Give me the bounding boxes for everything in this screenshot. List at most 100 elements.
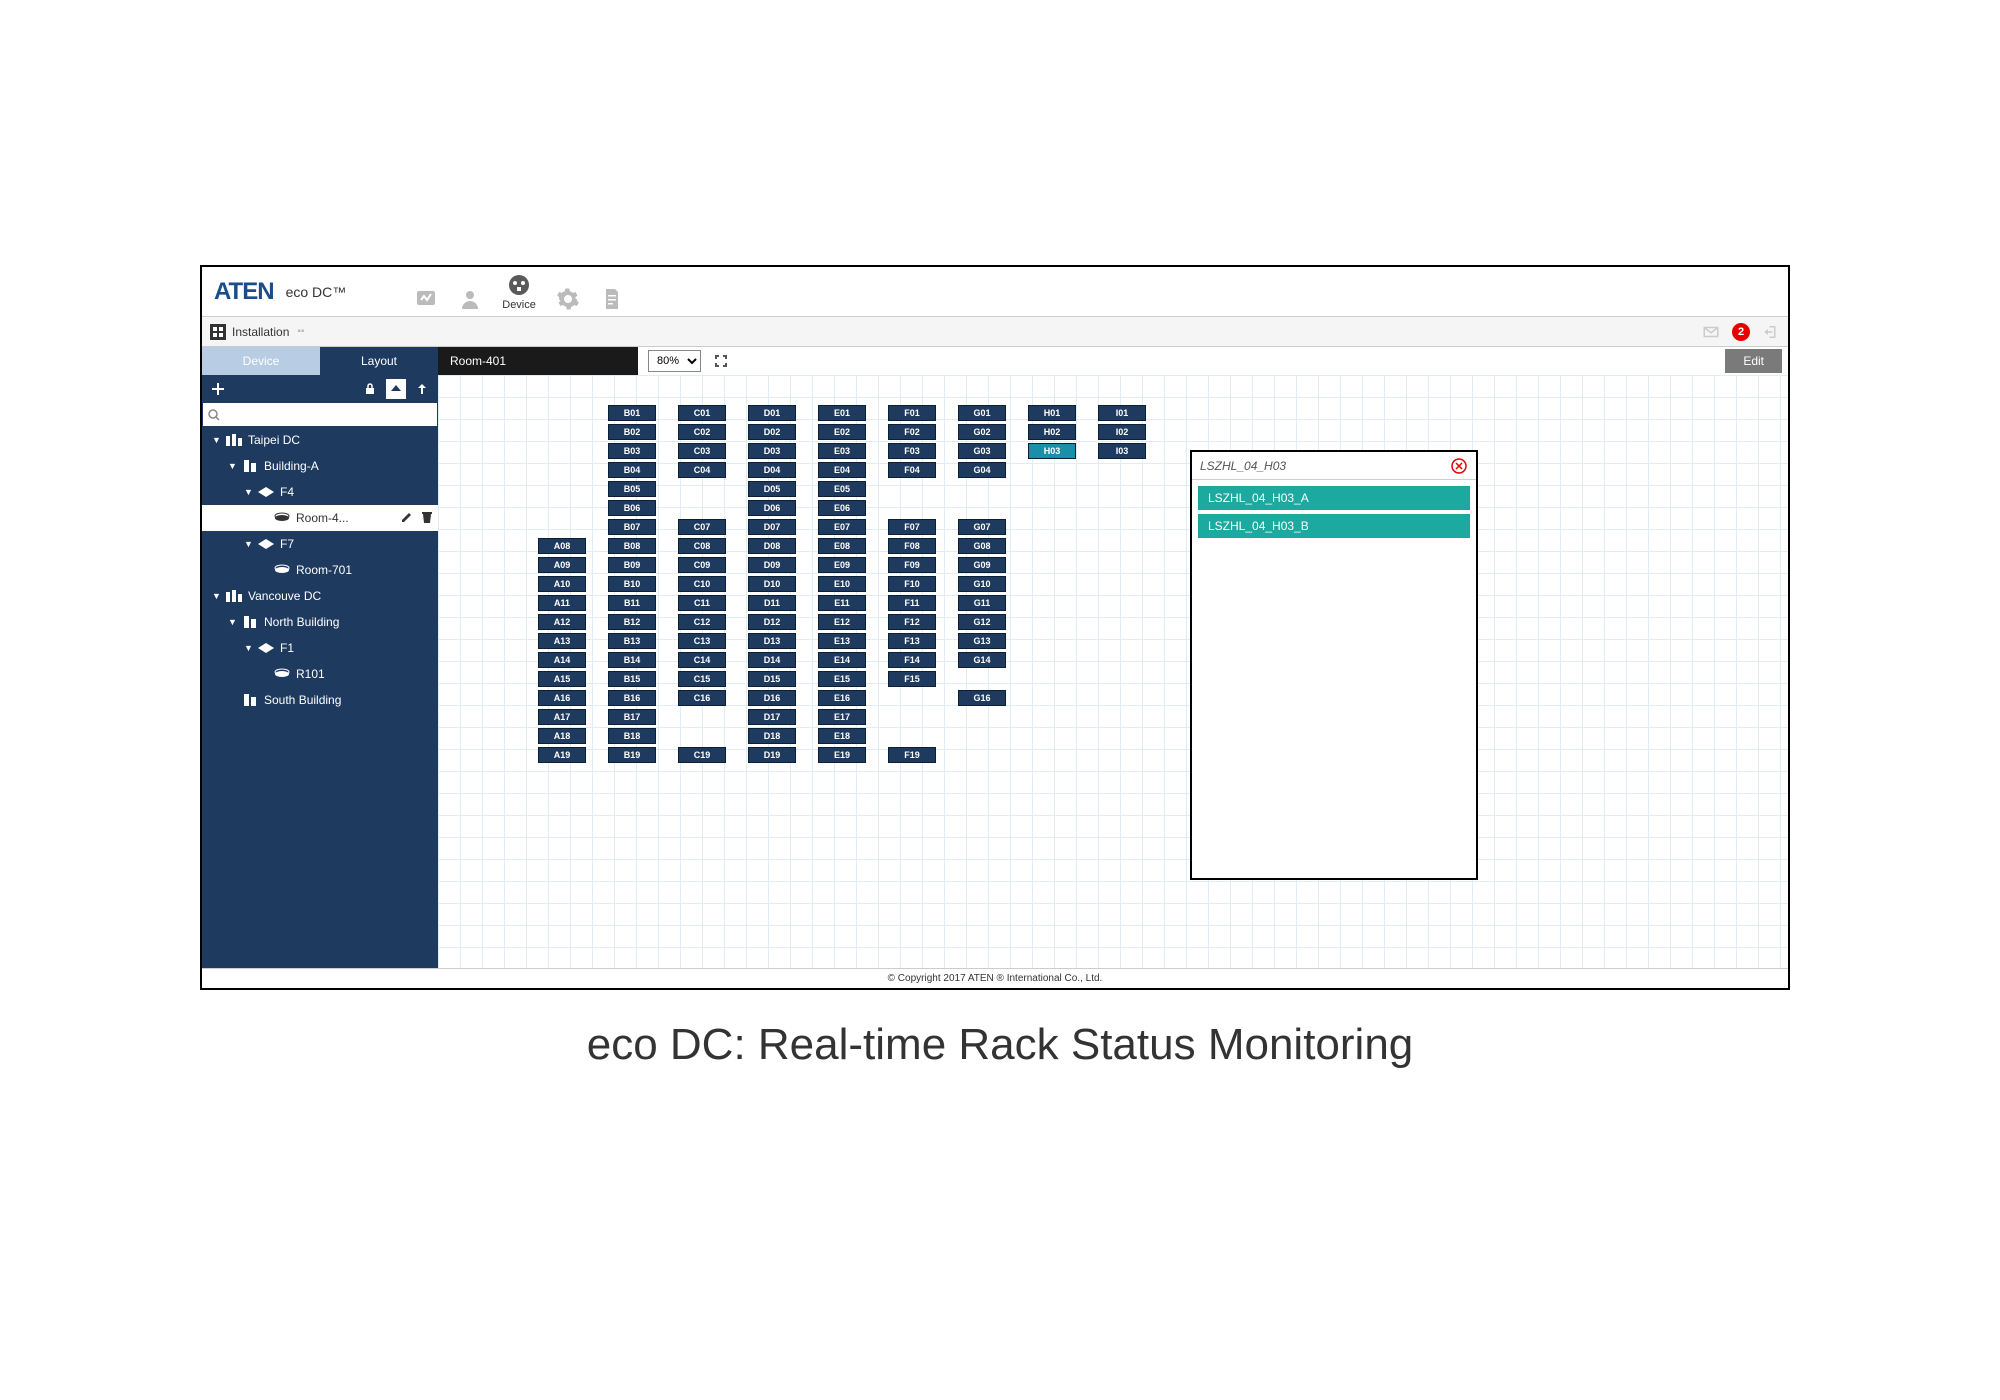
rack-G10[interactable]: G10: [958, 576, 1006, 592]
rack-F04[interactable]: F04: [888, 462, 936, 478]
tree-node[interactable]: ▼F1: [202, 635, 438, 661]
rack-C12[interactable]: C12: [678, 614, 726, 630]
rack-E18[interactable]: E18: [818, 728, 866, 744]
rack-B12[interactable]: B12: [608, 614, 656, 630]
rack-F12[interactable]: F12: [888, 614, 936, 630]
rack-G09[interactable]: G09: [958, 557, 1006, 573]
topnav-monitor[interactable]: [414, 287, 438, 311]
rack-H02[interactable]: H02: [1028, 424, 1076, 440]
tree-node[interactable]: ▼Vancouve DC: [202, 583, 438, 609]
rack-B07[interactable]: B07: [608, 519, 656, 535]
rack-C07[interactable]: C07: [678, 519, 726, 535]
rack-G12[interactable]: G12: [958, 614, 1006, 630]
rack-F11[interactable]: F11: [888, 595, 936, 611]
rack-E05[interactable]: E05: [818, 481, 866, 497]
rack-F08[interactable]: F08: [888, 538, 936, 554]
rack-B14[interactable]: B14: [608, 652, 656, 668]
rack-F10[interactable]: F10: [888, 576, 936, 592]
rack-H03[interactable]: H03: [1028, 443, 1076, 459]
rack-B08[interactable]: B08: [608, 538, 656, 554]
topnav-settings[interactable]: [556, 287, 580, 311]
rack-D11[interactable]: D11: [748, 595, 796, 611]
fullscreen-button[interactable]: [711, 351, 731, 371]
rack-B02[interactable]: B02: [608, 424, 656, 440]
rack-E13[interactable]: E13: [818, 633, 866, 649]
rack-D05[interactable]: D05: [748, 481, 796, 497]
rack-C09[interactable]: C09: [678, 557, 726, 573]
rack-A18[interactable]: A18: [538, 728, 586, 744]
rack-G07[interactable]: G07: [958, 519, 1006, 535]
rack-A15[interactable]: A15: [538, 671, 586, 687]
tree-node[interactable]: ▼Taipei DC: [202, 427, 438, 453]
rack-C15[interactable]: C15: [678, 671, 726, 687]
rack-F01[interactable]: F01: [888, 405, 936, 421]
rack-D08[interactable]: D08: [748, 538, 796, 554]
close-icon[interactable]: [1450, 457, 1468, 475]
rack-G13[interactable]: G13: [958, 633, 1006, 649]
rack-F15[interactable]: F15: [888, 671, 936, 687]
rack-G04[interactable]: G04: [958, 462, 1006, 478]
rack-E14[interactable]: E14: [818, 652, 866, 668]
rack-D04[interactable]: D04: [748, 462, 796, 478]
rack-D14[interactable]: D14: [748, 652, 796, 668]
rack-E03[interactable]: E03: [818, 443, 866, 459]
sidebar-tab-device[interactable]: Device: [202, 347, 320, 375]
rack-A10[interactable]: A10: [538, 576, 586, 592]
topnav-report[interactable]: [600, 287, 624, 311]
zoom-select[interactable]: 80%: [648, 350, 701, 372]
sidebar-search[interactable]: [202, 403, 438, 427]
topnav-user[interactable]: [458, 287, 482, 311]
rack-I01[interactable]: I01: [1098, 405, 1146, 421]
rack-D18[interactable]: D18: [748, 728, 796, 744]
rack-G11[interactable]: G11: [958, 595, 1006, 611]
delete-icon[interactable]: [420, 510, 434, 527]
tree-node[interactable]: South Building: [202, 687, 438, 713]
layout-canvas[interactable]: A08A09A10A11A12A13A14A15A16A17A18A19B01B…: [438, 375, 1788, 968]
rack-D02[interactable]: D02: [748, 424, 796, 440]
rack-E19[interactable]: E19: [818, 747, 866, 763]
tree-node[interactable]: ▼F7: [202, 531, 438, 557]
rack-E04[interactable]: E04: [818, 462, 866, 478]
rack-C19[interactable]: C19: [678, 747, 726, 763]
rack-F03[interactable]: F03: [888, 443, 936, 459]
rack-B04[interactable]: B04: [608, 462, 656, 478]
rack-B03[interactable]: B03: [608, 443, 656, 459]
rack-G02[interactable]: G02: [958, 424, 1006, 440]
rack-A17[interactable]: A17: [538, 709, 586, 725]
tree-node[interactable]: Room-4...: [202, 505, 438, 531]
rack-A14[interactable]: A14: [538, 652, 586, 668]
rack-B13[interactable]: B13: [608, 633, 656, 649]
rack-C11[interactable]: C11: [678, 595, 726, 611]
tree-node[interactable]: ▼F4: [202, 479, 438, 505]
rack-B15[interactable]: B15: [608, 671, 656, 687]
rack-B09[interactable]: B09: [608, 557, 656, 573]
rack-D06[interactable]: D06: [748, 500, 796, 516]
rack-E10[interactable]: E10: [818, 576, 866, 592]
rack-C03[interactable]: C03: [678, 443, 726, 459]
rack-E08[interactable]: E08: [818, 538, 866, 554]
rack-B17[interactable]: B17: [608, 709, 656, 725]
collapse-up-button[interactable]: [386, 379, 406, 399]
rack-A16[interactable]: A16: [538, 690, 586, 706]
rack-F13[interactable]: F13: [888, 633, 936, 649]
rack-E02[interactable]: E02: [818, 424, 866, 440]
rack-C13[interactable]: C13: [678, 633, 726, 649]
sidebar-tab-layout[interactable]: Layout: [320, 347, 438, 375]
rack-C08[interactable]: C08: [678, 538, 726, 554]
popup-item[interactable]: LSZHL_04_H03_A: [1198, 486, 1470, 510]
rack-D19[interactable]: D19: [748, 747, 796, 763]
edit-icon[interactable]: [400, 510, 414, 527]
rack-F02[interactable]: F02: [888, 424, 936, 440]
rack-C10[interactable]: C10: [678, 576, 726, 592]
rack-D10[interactable]: D10: [748, 576, 796, 592]
rack-E11[interactable]: E11: [818, 595, 866, 611]
rack-I03[interactable]: I03: [1098, 443, 1146, 459]
rack-G01[interactable]: G01: [958, 405, 1006, 421]
rack-E06[interactable]: E06: [818, 500, 866, 516]
rack-A08[interactable]: A08: [538, 538, 586, 554]
add-button[interactable]: [208, 379, 228, 399]
rack-G14[interactable]: G14: [958, 652, 1006, 668]
rack-E07[interactable]: E07: [818, 519, 866, 535]
rack-B01[interactable]: B01: [608, 405, 656, 421]
rack-B18[interactable]: B18: [608, 728, 656, 744]
